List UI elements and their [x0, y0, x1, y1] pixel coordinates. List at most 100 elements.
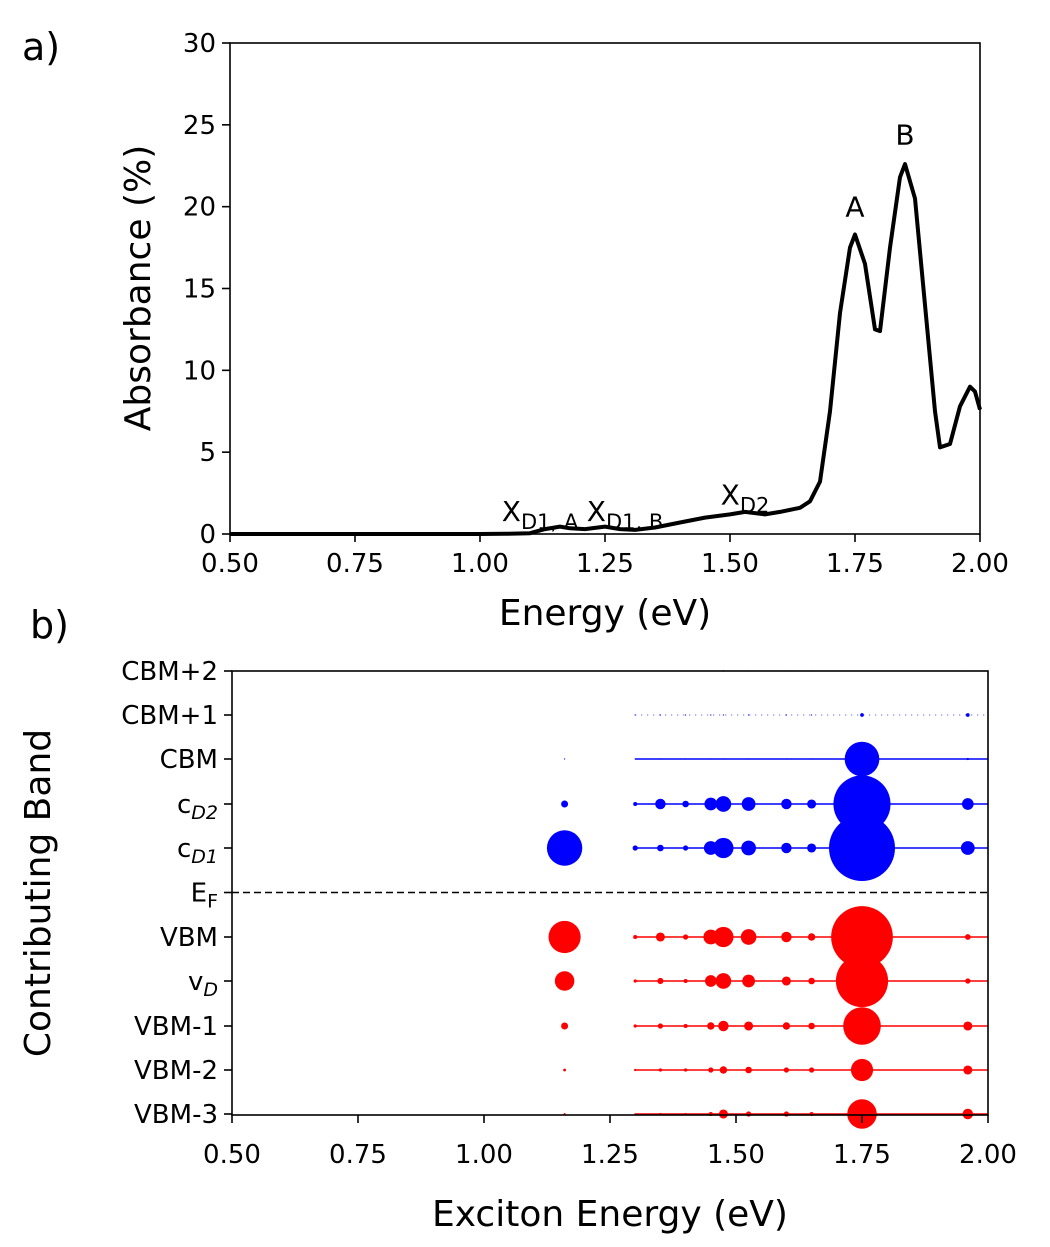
exciton-dot	[744, 1021, 754, 1031]
x-tick-label: 1.75	[826, 549, 884, 579]
band-row	[546, 815, 988, 881]
exciton-dot	[564, 758, 566, 760]
exciton-dot	[745, 1111, 752, 1117]
exciton-dot	[563, 1068, 567, 1072]
panel-a: a) 0 5 10 15 20 25 30 0.50 0.75 1.00 1.25 1.50 1.75…	[22, 25, 1009, 634]
band-label: cD2	[177, 790, 218, 824]
exciton-dot	[719, 1066, 728, 1074]
panel-b-label: b)	[30, 603, 69, 647]
exciton-dot	[965, 713, 970, 717]
exciton-dot	[657, 977, 664, 985]
peak-annotation: XD1, B	[587, 495, 663, 534]
exciton-dot	[561, 1022, 569, 1030]
band-row	[554, 954, 988, 1008]
x-tick-label: 0.50	[201, 549, 259, 579]
exciton-dot	[685, 758, 687, 760]
exciton-dot	[683, 1023, 688, 1029]
exciton-dot	[683, 978, 688, 984]
exciton-dot	[785, 758, 788, 760]
exciton-dot	[682, 934, 689, 940]
x-tick-label: 1.75	[833, 1140, 891, 1170]
exciton-dot	[710, 758, 712, 760]
exciton-dot	[634, 714, 636, 716]
exciton-dot	[835, 954, 889, 1008]
exciton-dot	[831, 906, 893, 968]
exciton-dot	[634, 1068, 637, 1072]
band-row	[548, 906, 988, 968]
exciton-x-label: Exciton Energy (eV)	[432, 1194, 788, 1235]
x-tick-label: 1.00	[455, 1140, 513, 1170]
y-tick-label: 0	[199, 520, 216, 550]
band-label: VBM	[160, 923, 218, 953]
exciton-dot	[960, 841, 975, 855]
exciton-dot	[963, 1021, 973, 1031]
exciton-dot	[704, 975, 717, 987]
exciton-dot	[808, 977, 815, 985]
peak-annotation: XD2	[721, 479, 770, 518]
exciton-dot	[682, 800, 689, 808]
exciton-dot	[713, 837, 734, 859]
exciton-dot	[658, 1068, 663, 1072]
absorbance-plot-frame	[229, 42, 981, 535]
exciton-dot	[655, 932, 665, 942]
exciton-plot-frame	[231, 670, 989, 1116]
y-tick-label: 25	[183, 111, 216, 141]
exciton-dot	[785, 714, 788, 716]
exciton-dot	[715, 973, 732, 989]
exciton-dot	[742, 974, 755, 988]
band-label: VBM-1	[134, 1012, 218, 1042]
exciton-dot	[704, 797, 718, 811]
y-tick-label: 5	[199, 438, 216, 468]
exciton-dot	[748, 714, 750, 716]
exciton-dot	[634, 758, 636, 760]
exciton-dot	[781, 798, 792, 810]
exciton-dot	[718, 1109, 728, 1119]
exciton-dot	[844, 741, 880, 777]
exciton-dot	[741, 797, 756, 811]
exciton-dot	[783, 1111, 790, 1117]
exciton-dot	[860, 713, 864, 717]
y-tick-label: 15	[183, 275, 216, 305]
exciton-dot	[808, 1022, 815, 1030]
exciton-dot	[745, 1066, 752, 1074]
exciton-dot	[781, 976, 791, 986]
exciton-dot	[962, 1108, 974, 1120]
band-row	[634, 713, 988, 717]
exciton-dot	[843, 1007, 881, 1045]
exciton-dot	[963, 1065, 973, 1075]
absorbance-x-label: Energy (eV)	[499, 593, 711, 634]
exciton-dot	[748, 758, 750, 760]
exciton-dot	[548, 920, 581, 954]
exciton-dot	[708, 1067, 714, 1073]
x-tick-label: 1.25	[576, 549, 634, 579]
exciton-dot	[783, 1067, 790, 1073]
exciton-dot	[633, 801, 638, 807]
exciton-dot	[964, 934, 971, 940]
absorbance-y-label: Absorbance (%)	[118, 145, 159, 431]
exciton-dot	[850, 1058, 874, 1082]
x-tick-label: 0.75	[329, 1140, 387, 1170]
x-tick-label: 2.00	[951, 549, 1009, 579]
band-label: vD	[188, 967, 218, 1001]
exciton-y-label: Contributing Band	[18, 729, 59, 1057]
exciton-dot	[965, 978, 971, 984]
band-row	[563, 1058, 988, 1082]
absorbance-x-ticks: 0.50 0.75 1.00 1.25 1.50 1.75 2.00	[201, 534, 1009, 579]
exciton-dot	[633, 934, 638, 940]
absorbance-y-ticks: 0 5 10 15 20 25 30	[183, 29, 230, 550]
x-tick-label: 0.75	[326, 549, 384, 579]
y-tick-label: 30	[183, 29, 216, 59]
band-y-ticks: CBM+2 CBM+1 CBM cD2 cD1 VBM vD VBM-1 VBM-2 VBM-3 E…	[121, 657, 232, 1130]
band-label: CBM+2	[121, 657, 218, 687]
band-row	[563, 1099, 988, 1129]
band-rows	[546, 670, 988, 1129]
exciton-dot	[561, 800, 569, 808]
exciton-dot	[633, 1024, 637, 1028]
y-tick-label: 10	[183, 356, 216, 386]
exciton-dot	[807, 933, 816, 941]
exciton-dot	[546, 830, 583, 866]
band-label: CBM+1	[121, 701, 218, 731]
exciton-dot	[710, 714, 712, 716]
exciton-dot	[781, 931, 792, 943]
exciton-dot	[632, 845, 638, 851]
